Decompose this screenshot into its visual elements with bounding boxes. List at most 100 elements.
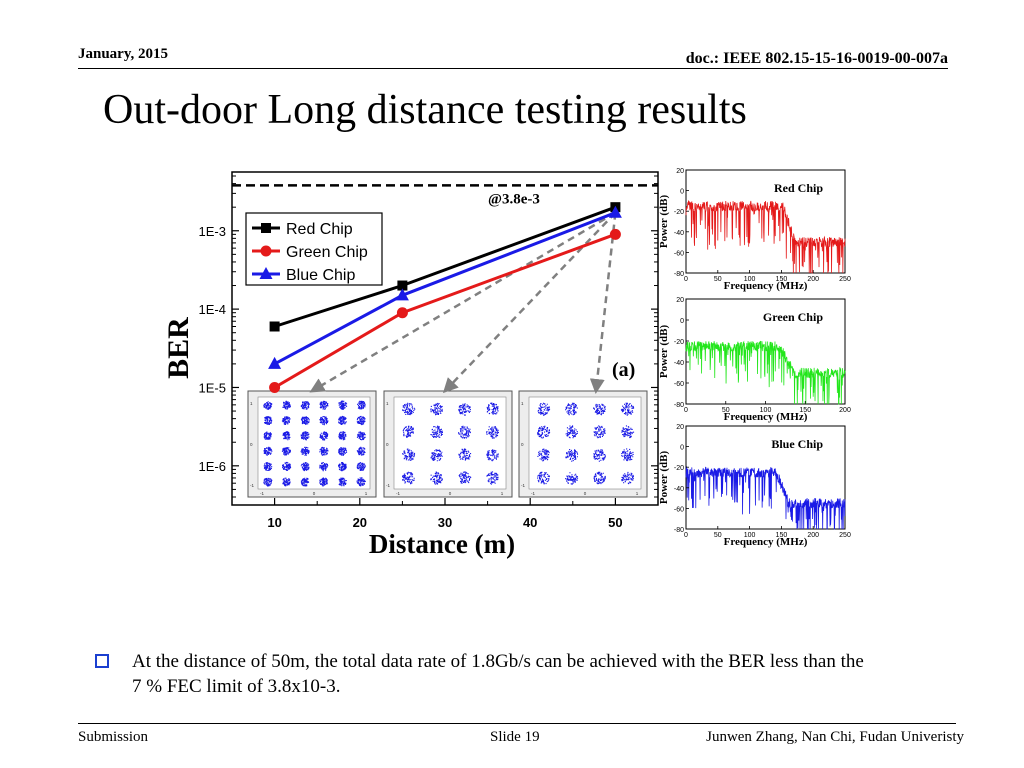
- constellation-cluster: [621, 448, 634, 462]
- constellation-cluster: [458, 403, 471, 416]
- inset-y-tick-label: -1: [521, 483, 525, 488]
- slide-title: Out-door Long distance testing results: [103, 87, 747, 133]
- spectrum-y-tick-label: -80: [674, 271, 684, 278]
- constellation-cluster: [402, 425, 414, 438]
- spectrum-y-tick-label: -40: [674, 360, 684, 367]
- spectrum-y-tick-label: -20: [674, 339, 684, 346]
- constellation-cluster: [282, 400, 291, 410]
- constellation-cluster: [458, 471, 472, 484]
- constellation-cluster: [357, 400, 366, 410]
- inset-pointer-arrow: [442, 211, 617, 394]
- constellation-cluster: [263, 462, 273, 471]
- constellation-cluster: [402, 402, 416, 416]
- constellation-cluster: [565, 472, 579, 485]
- constellation-cluster: [319, 477, 328, 487]
- constellation-cluster: [537, 402, 551, 416]
- constellation-cluster: [593, 425, 606, 439]
- spectrum-y-tick-label: -20: [674, 465, 684, 472]
- spectrum-x-tick-label: 100: [744, 276, 756, 283]
- spectrum-trace: [685, 466, 846, 530]
- spectrum-y-axis-title: Power (dB): [658, 195, 670, 249]
- series-point: [396, 307, 408, 319]
- spectrum-y-tick-label: 0: [680, 318, 684, 325]
- legend-label: Green Chip: [286, 244, 368, 261]
- x-tick-label: 50: [608, 515, 622, 530]
- spectrum-y-tick-label: -80: [674, 402, 684, 409]
- constellation-cluster: [402, 471, 415, 485]
- constellation-cluster: [338, 477, 347, 487]
- constellation-cluster: [356, 477, 366, 487]
- y-tick-label: 1E-4: [199, 302, 226, 317]
- constellation-cluster: [263, 401, 273, 410]
- constellation-cluster: [356, 462, 366, 471]
- constellation-cluster: [356, 415, 366, 426]
- constellation-10m: 1 0 -1 -1 0 1: [247, 390, 377, 498]
- constellation-cluster: [486, 426, 499, 439]
- series-point: [608, 205, 622, 218]
- x-tick-label: 20: [353, 515, 367, 530]
- constellation-cluster: [537, 448, 550, 462]
- inset-y-tick-label: 0: [250, 442, 253, 447]
- series-point: [397, 280, 408, 291]
- y-tick-label: 1E-6: [199, 459, 226, 474]
- constellation-cluster: [402, 448, 416, 461]
- constellation-cluster: [338, 462, 347, 472]
- spectrum-title: Red Chip: [774, 181, 823, 195]
- legend-label: Blue Chip: [286, 267, 355, 284]
- constellation-cluster: [486, 402, 499, 415]
- header-doc-id: doc.: IEEE 802.15-15-16-0019-00-007a: [685, 50, 948, 67]
- spectrum-x-tick-label: 100: [760, 407, 772, 414]
- x-axis-title: Distance (m): [369, 529, 515, 559]
- spectrum-title: Green Chip: [763, 310, 823, 324]
- constellation-cluster: [319, 446, 329, 456]
- constellation-cluster: [300, 416, 310, 425]
- inset-x-tick-label: -1: [531, 491, 535, 496]
- constellation-cluster: [338, 431, 347, 441]
- constellation-cluster: [338, 400, 348, 410]
- constellation-cluster: [621, 425, 635, 439]
- constellation-cluster: [282, 477, 291, 487]
- constellation-cluster: [537, 471, 550, 485]
- spectrum-trace: [685, 340, 846, 405]
- spectrum-x-tick-label: 100: [744, 532, 756, 539]
- inset-y-tick-label: 1: [386, 401, 389, 406]
- constellation-cluster: [430, 402, 443, 416]
- inset-x-tick-label: 0: [449, 491, 452, 496]
- spectrum-x-tick-label: 0: [684, 407, 688, 414]
- spectrum-x-axis-title: Frequency (MHz): [724, 536, 808, 548]
- inset-x-tick-label: -1: [396, 491, 400, 496]
- spectrum-y-tick-label: 0: [680, 189, 684, 196]
- spectrum-x-tick-label: 50: [714, 532, 722, 539]
- inset-x-tick-label: 1: [365, 491, 368, 496]
- bullet-text: At the distance of 50m, the total data r…: [132, 651, 864, 697]
- constellation-cluster: [593, 449, 606, 462]
- constellation-cluster: [537, 425, 551, 439]
- constellation-cluster: [356, 431, 366, 441]
- constellation-cluster: [300, 446, 310, 456]
- spectrum-y-axis-title: Power (dB): [658, 325, 670, 379]
- constellation-cluster: [458, 448, 472, 461]
- series-point: [269, 321, 280, 332]
- spectrum-y-tick-label: -40: [674, 486, 684, 493]
- legend-marker: [261, 223, 271, 233]
- constellation-cluster: [263, 431, 272, 440]
- inset-y-tick-label: -1: [386, 483, 390, 488]
- constellation-cluster: [319, 400, 329, 410]
- inset-x-tick-label: 0: [584, 491, 587, 496]
- spectrum-x-tick-label: 50: [722, 407, 730, 414]
- spectrum-y-tick-label: -20: [674, 209, 684, 216]
- constellation-cluster: [319, 416, 329, 426]
- spectrum-x-tick-label: 200: [807, 276, 819, 283]
- constellation-cluster: [319, 462, 329, 472]
- constellation-cluster: [300, 462, 310, 472]
- spectrum-x-tick-label: 200: [839, 407, 851, 414]
- footer-authors: Junwen Zhang, Nan Chi, Fudan Univeristy: [706, 729, 964, 745]
- inset-pointer-arrow: [589, 212, 617, 394]
- x-tick-label: 10: [267, 515, 281, 530]
- constellation-cluster: [620, 402, 635, 416]
- constellation-50m: 1 0 -1 -1 0 1: [518, 390, 648, 498]
- constellation-cluster: [356, 446, 366, 456]
